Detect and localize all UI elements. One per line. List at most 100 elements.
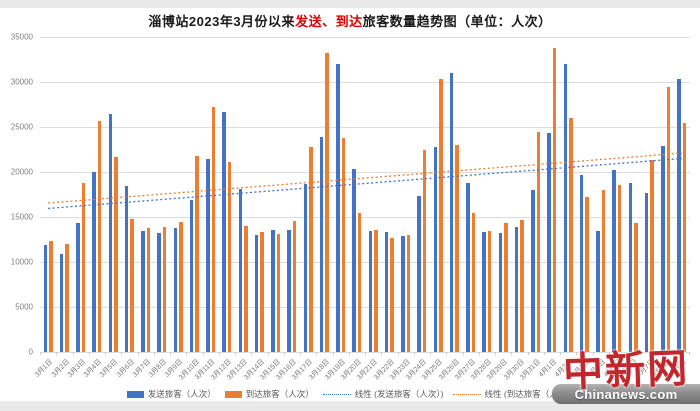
bar-group bbox=[641, 37, 657, 352]
trendline-send bbox=[48, 157, 682, 210]
y-axis-tick-label: 20000 bbox=[10, 167, 33, 177]
bar-arrive bbox=[227, 161, 232, 352]
bar-group bbox=[511, 37, 527, 352]
bar-send bbox=[173, 228, 178, 352]
bar-group bbox=[251, 37, 267, 352]
bar-send bbox=[238, 189, 243, 352]
bar-group bbox=[203, 37, 219, 352]
bar-group bbox=[560, 37, 576, 352]
bar-group bbox=[284, 37, 300, 352]
bar-arrive bbox=[536, 131, 541, 352]
gridline bbox=[40, 127, 690, 128]
legend-item-trend-arrive: 线性 (到达旅客（人次）) bbox=[452, 388, 574, 400]
x-axis-tick bbox=[348, 352, 350, 355]
x-axis-tick bbox=[397, 352, 399, 355]
y-axis-tick-label: 5000 bbox=[15, 302, 33, 312]
bar-arrive bbox=[97, 120, 102, 352]
bar-send bbox=[449, 72, 454, 352]
x-axis-tick bbox=[170, 352, 171, 355]
bar-group bbox=[674, 37, 690, 352]
x-axis-tick bbox=[576, 352, 578, 355]
bar-arrive bbox=[292, 221, 297, 352]
arrive-bar-swatch-icon bbox=[224, 390, 242, 398]
x-axis-tick bbox=[235, 352, 236, 355]
chinanews-logo: 中新网 bbox=[562, 344, 690, 397]
x-axis-tick bbox=[105, 352, 106, 355]
y-axis-tick-label: 15000 bbox=[10, 212, 33, 222]
bar-group bbox=[593, 37, 609, 352]
legend-item-send: 发送旅客（人次） bbox=[126, 388, 216, 400]
bar-arrive bbox=[146, 228, 151, 352]
bar-send bbox=[43, 244, 48, 352]
gridline bbox=[40, 172, 690, 173]
legend-item-trend-arrive-label: 线性 (到达旅客（人次）) bbox=[484, 389, 574, 399]
x-axis-tick bbox=[381, 352, 383, 355]
x-axis-tick bbox=[689, 352, 690, 355]
bar-arrive bbox=[422, 149, 427, 352]
chart-title: 淄博站2023年3月份以来发送、到达旅客数量趋势图（单位：人次） bbox=[0, 11, 700, 30]
bar-send bbox=[644, 193, 649, 352]
x-axis-tick bbox=[673, 352, 675, 355]
bar-arrive bbox=[341, 138, 346, 352]
arrive-trendline-swatch-icon bbox=[452, 393, 481, 395]
x-axis-tick bbox=[72, 352, 74, 355]
bar-arrive bbox=[309, 146, 313, 352]
bar-arrive bbox=[260, 231, 264, 352]
bar-send bbox=[141, 230, 145, 352]
bar-arrive bbox=[682, 123, 687, 352]
bar-send bbox=[531, 189, 535, 352]
bar-arrive bbox=[487, 230, 492, 352]
bar-arrive bbox=[325, 52, 329, 352]
bar-arrive bbox=[49, 241, 53, 352]
x-axis-tick bbox=[413, 352, 415, 355]
trendline-arrive bbox=[48, 152, 682, 204]
y-axis-tick-label: 10000 bbox=[10, 257, 33, 267]
chinanews-banner: Chinanews.com bbox=[552, 384, 700, 404]
bar-send bbox=[92, 172, 96, 352]
bar-send bbox=[563, 64, 568, 352]
bar-group bbox=[625, 37, 641, 352]
bar-group bbox=[73, 37, 89, 352]
chinanews-site-label: Chinanews.com bbox=[574, 386, 678, 402]
bar-group bbox=[316, 37, 332, 352]
bar-send bbox=[222, 111, 226, 352]
bar-group bbox=[56, 37, 72, 352]
bar-send bbox=[303, 184, 308, 352]
send-trendline-swatch-icon bbox=[322, 393, 351, 395]
x-axis-tick bbox=[430, 352, 431, 355]
bar-group bbox=[430, 37, 446, 352]
bar-arrive bbox=[195, 155, 199, 352]
x-axis-tick bbox=[478, 352, 480, 355]
x-axis-tick bbox=[511, 352, 513, 355]
gridline bbox=[40, 262, 690, 263]
bar-arrive bbox=[162, 226, 167, 352]
bar-send bbox=[271, 230, 275, 352]
x-axis-tick bbox=[462, 352, 464, 355]
bar-arrive bbox=[406, 234, 411, 352]
x-axis-tick bbox=[625, 352, 626, 355]
bar-send bbox=[433, 147, 438, 352]
bar-arrive bbox=[276, 234, 281, 352]
bar-send bbox=[547, 132, 551, 352]
bar-send bbox=[108, 113, 113, 352]
bar-group bbox=[479, 37, 495, 352]
bar-group bbox=[89, 37, 105, 352]
top-border-band bbox=[0, 0, 700, 8]
x-axis-tick bbox=[641, 352, 643, 355]
bar-send bbox=[384, 231, 389, 352]
gridline bbox=[40, 307, 690, 308]
x-axis-tick bbox=[283, 352, 285, 355]
x-axis-tick bbox=[608, 352, 610, 355]
bar-send bbox=[189, 199, 194, 352]
bar-group bbox=[105, 37, 121, 352]
bar-group bbox=[121, 37, 137, 352]
bar-group bbox=[576, 37, 592, 352]
chart-legend: 发送旅客（人次） 到达旅客（人次） 线性 (发送旅客（人次）) 线性 (到达旅客… bbox=[0, 388, 700, 400]
bar-arrive bbox=[114, 156, 118, 352]
x-axis-tick bbox=[657, 352, 659, 355]
bar-group bbox=[300, 37, 316, 352]
bar-arrive bbox=[585, 196, 589, 352]
bar-group bbox=[333, 37, 349, 352]
x-axis-tick bbox=[121, 352, 123, 355]
bar-send bbox=[157, 232, 161, 352]
